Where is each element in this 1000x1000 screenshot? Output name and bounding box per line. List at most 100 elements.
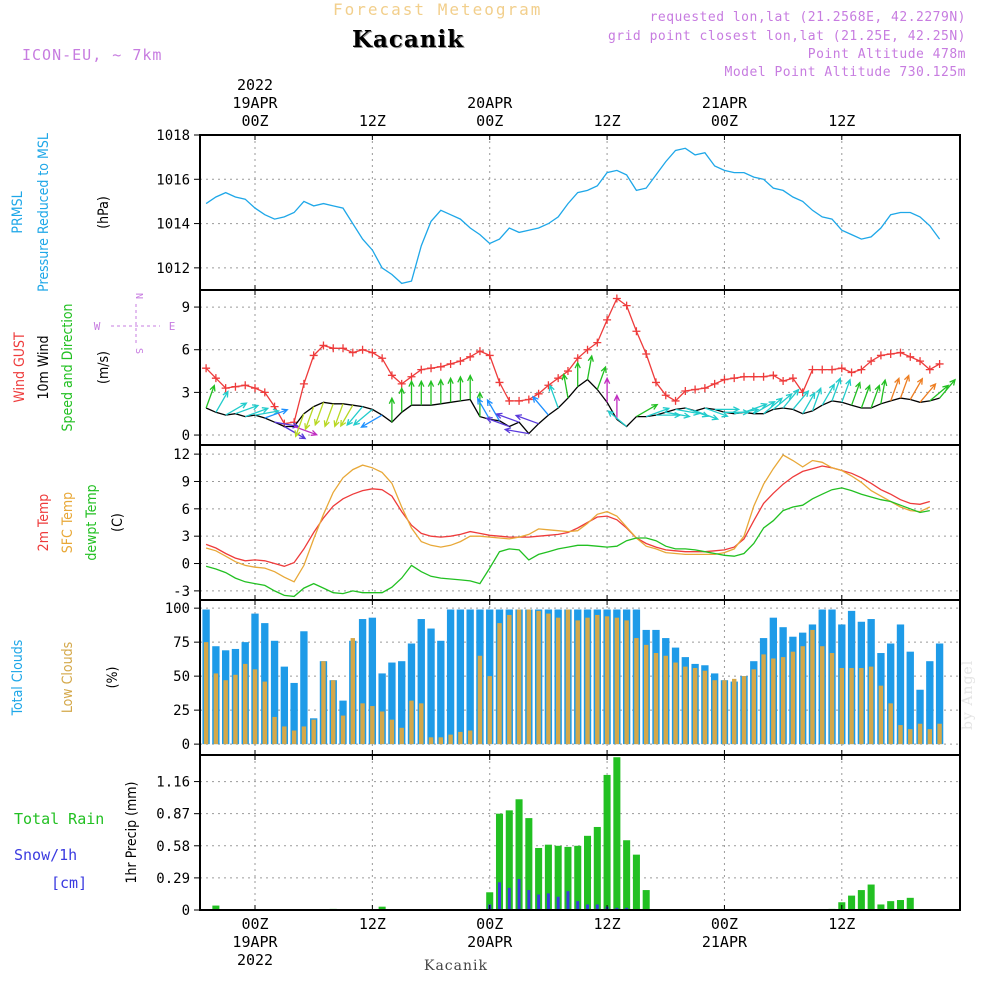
wind-direction-arrow (205, 384, 216, 409)
bar-snow-1h (586, 904, 589, 910)
bar-total-rain (495, 813, 504, 910)
wind-direction-arrow (636, 403, 659, 418)
wind-direction-arrow (457, 375, 464, 401)
bar-snow-1h (507, 887, 511, 910)
ytick-label-temperature: 3 (182, 529, 190, 545)
bar-total-clouds (896, 624, 905, 745)
bar-total-rain (593, 826, 601, 910)
bar-low-clouds (585, 617, 590, 745)
gust-marker (828, 365, 837, 374)
wind-direction-arrow (890, 377, 901, 402)
ytick-label-clouds: 75 (173, 635, 190, 651)
ytick-label-pressure: 1018 (156, 128, 190, 144)
bar-low-clouds (370, 706, 375, 745)
bar-snow-1h (517, 879, 521, 910)
wind-direction-arrow (274, 421, 300, 429)
series-group-temperature (205, 454, 931, 598)
gust-marker (505, 396, 514, 405)
wind-direction-arrow (763, 397, 784, 415)
bar-low-clouds (477, 655, 483, 745)
wind-direction-arrow (607, 410, 628, 427)
bar-low-clouds (604, 616, 610, 745)
bar-total-clouds (916, 689, 924, 745)
wind-direction-arrow (613, 393, 621, 420)
bar-low-clouds (419, 703, 424, 745)
bar-low-clouds (888, 703, 893, 745)
wind-direction-arrow (333, 403, 344, 428)
gust-marker (446, 359, 455, 368)
gust-marker (524, 395, 533, 404)
compass-south: S (133, 348, 144, 354)
series-group-precip (212, 757, 914, 910)
series-2m-temp-line (205, 465, 930, 567)
bar-low-clouds (859, 667, 864, 745)
bar-total-clouds (466, 609, 474, 745)
bar-low-clouds (331, 680, 336, 745)
gust-marker (749, 372, 758, 381)
model-label: ICON-EU, ~ 7km (22, 46, 163, 64)
gust-marker (407, 372, 416, 381)
bar-low-clouds (233, 674, 238, 745)
bar-low-clouds (428, 737, 434, 745)
author-credit: by Angel (960, 659, 976, 730)
wind-direction-arrow (254, 408, 281, 416)
panel-pressure: 1012 1014 1016 1018 PRMSL Pressure Reduced to… (10, 128, 961, 292)
wind-direction-arrow (714, 406, 741, 413)
time-label-bottom: 00Z (476, 915, 503, 933)
series-prmsl-line (205, 147, 941, 285)
axis-label-temperature: (C) (110, 513, 126, 532)
wind-direction-arrow (235, 404, 260, 415)
axis-label-pressure: Pressure Reduced to MSL (36, 133, 52, 292)
time-label-top: 20APR (467, 94, 513, 112)
wind-direction-arrow (408, 379, 415, 406)
wind-direction-arrow (427, 379, 435, 406)
bar-low-clouds (252, 669, 258, 745)
wind-direction-arrow (880, 378, 888, 404)
axis-label-clouds: (%) (105, 667, 121, 689)
wind-direction-arrow (388, 396, 396, 423)
bar-total-rain (505, 810, 513, 910)
time-label-top: 12Z (359, 112, 386, 130)
bar-low-clouds (868, 666, 874, 745)
bar-low-clouds (800, 646, 805, 745)
chart-supertitle: Forecast Meteogram (333, 0, 543, 19)
gust-marker (211, 374, 220, 383)
bar-low-clouds (282, 726, 287, 745)
bar-low-clouds (243, 663, 248, 745)
ytick-label-pressure: 1012 (156, 261, 190, 277)
requested-coordinates: requested lon,lat (21.2568E, 42.2279N) (649, 10, 966, 25)
gust-marker (544, 381, 553, 390)
gust-marker (231, 382, 240, 391)
bar-total-clouds (427, 628, 435, 745)
bar-total-rain (554, 845, 562, 910)
axis-label-pressure: (hPa) (96, 196, 112, 229)
time-label-bottom: 20APR (467, 933, 513, 951)
axis-label-wind: (m/s) (96, 351, 112, 384)
bar-low-clouds (311, 719, 316, 745)
bar-low-clouds (301, 726, 307, 745)
bar-low-clouds (722, 680, 727, 745)
gust-marker (456, 357, 465, 366)
bar-total-rain (544, 844, 552, 910)
wind-direction-arrow (352, 408, 373, 426)
time-label-top: 00Z (241, 112, 268, 130)
wind-direction-arrow (694, 410, 720, 421)
gust-marker (329, 344, 338, 353)
time-label-top: 21APR (702, 94, 748, 112)
bar-total-rain (642, 890, 650, 910)
bar-total-rain (623, 840, 631, 910)
gust-marker (417, 365, 426, 374)
gust-marker (925, 365, 934, 374)
series-sfc-temp-line (205, 454, 931, 583)
bar-low-clouds (927, 729, 933, 745)
ytick-label-temperature: -3 (173, 584, 190, 600)
time-label-bottom: 12Z (359, 915, 386, 933)
series-group-wind (202, 294, 956, 440)
bar-low-clouds (741, 676, 747, 745)
bar-low-clouds (849, 667, 854, 745)
bar-low-clouds (829, 653, 835, 745)
wind-direction-arrow (860, 384, 871, 409)
time-label-top: 00Z (476, 112, 503, 130)
series-group-clouds (202, 609, 944, 745)
bar-low-clouds (702, 670, 708, 745)
